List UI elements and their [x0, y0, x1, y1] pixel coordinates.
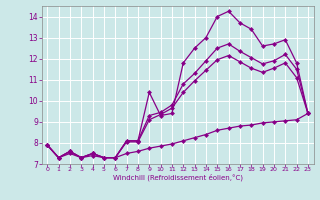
X-axis label: Windchill (Refroidissement éolien,°C): Windchill (Refroidissement éolien,°C) — [113, 174, 243, 181]
